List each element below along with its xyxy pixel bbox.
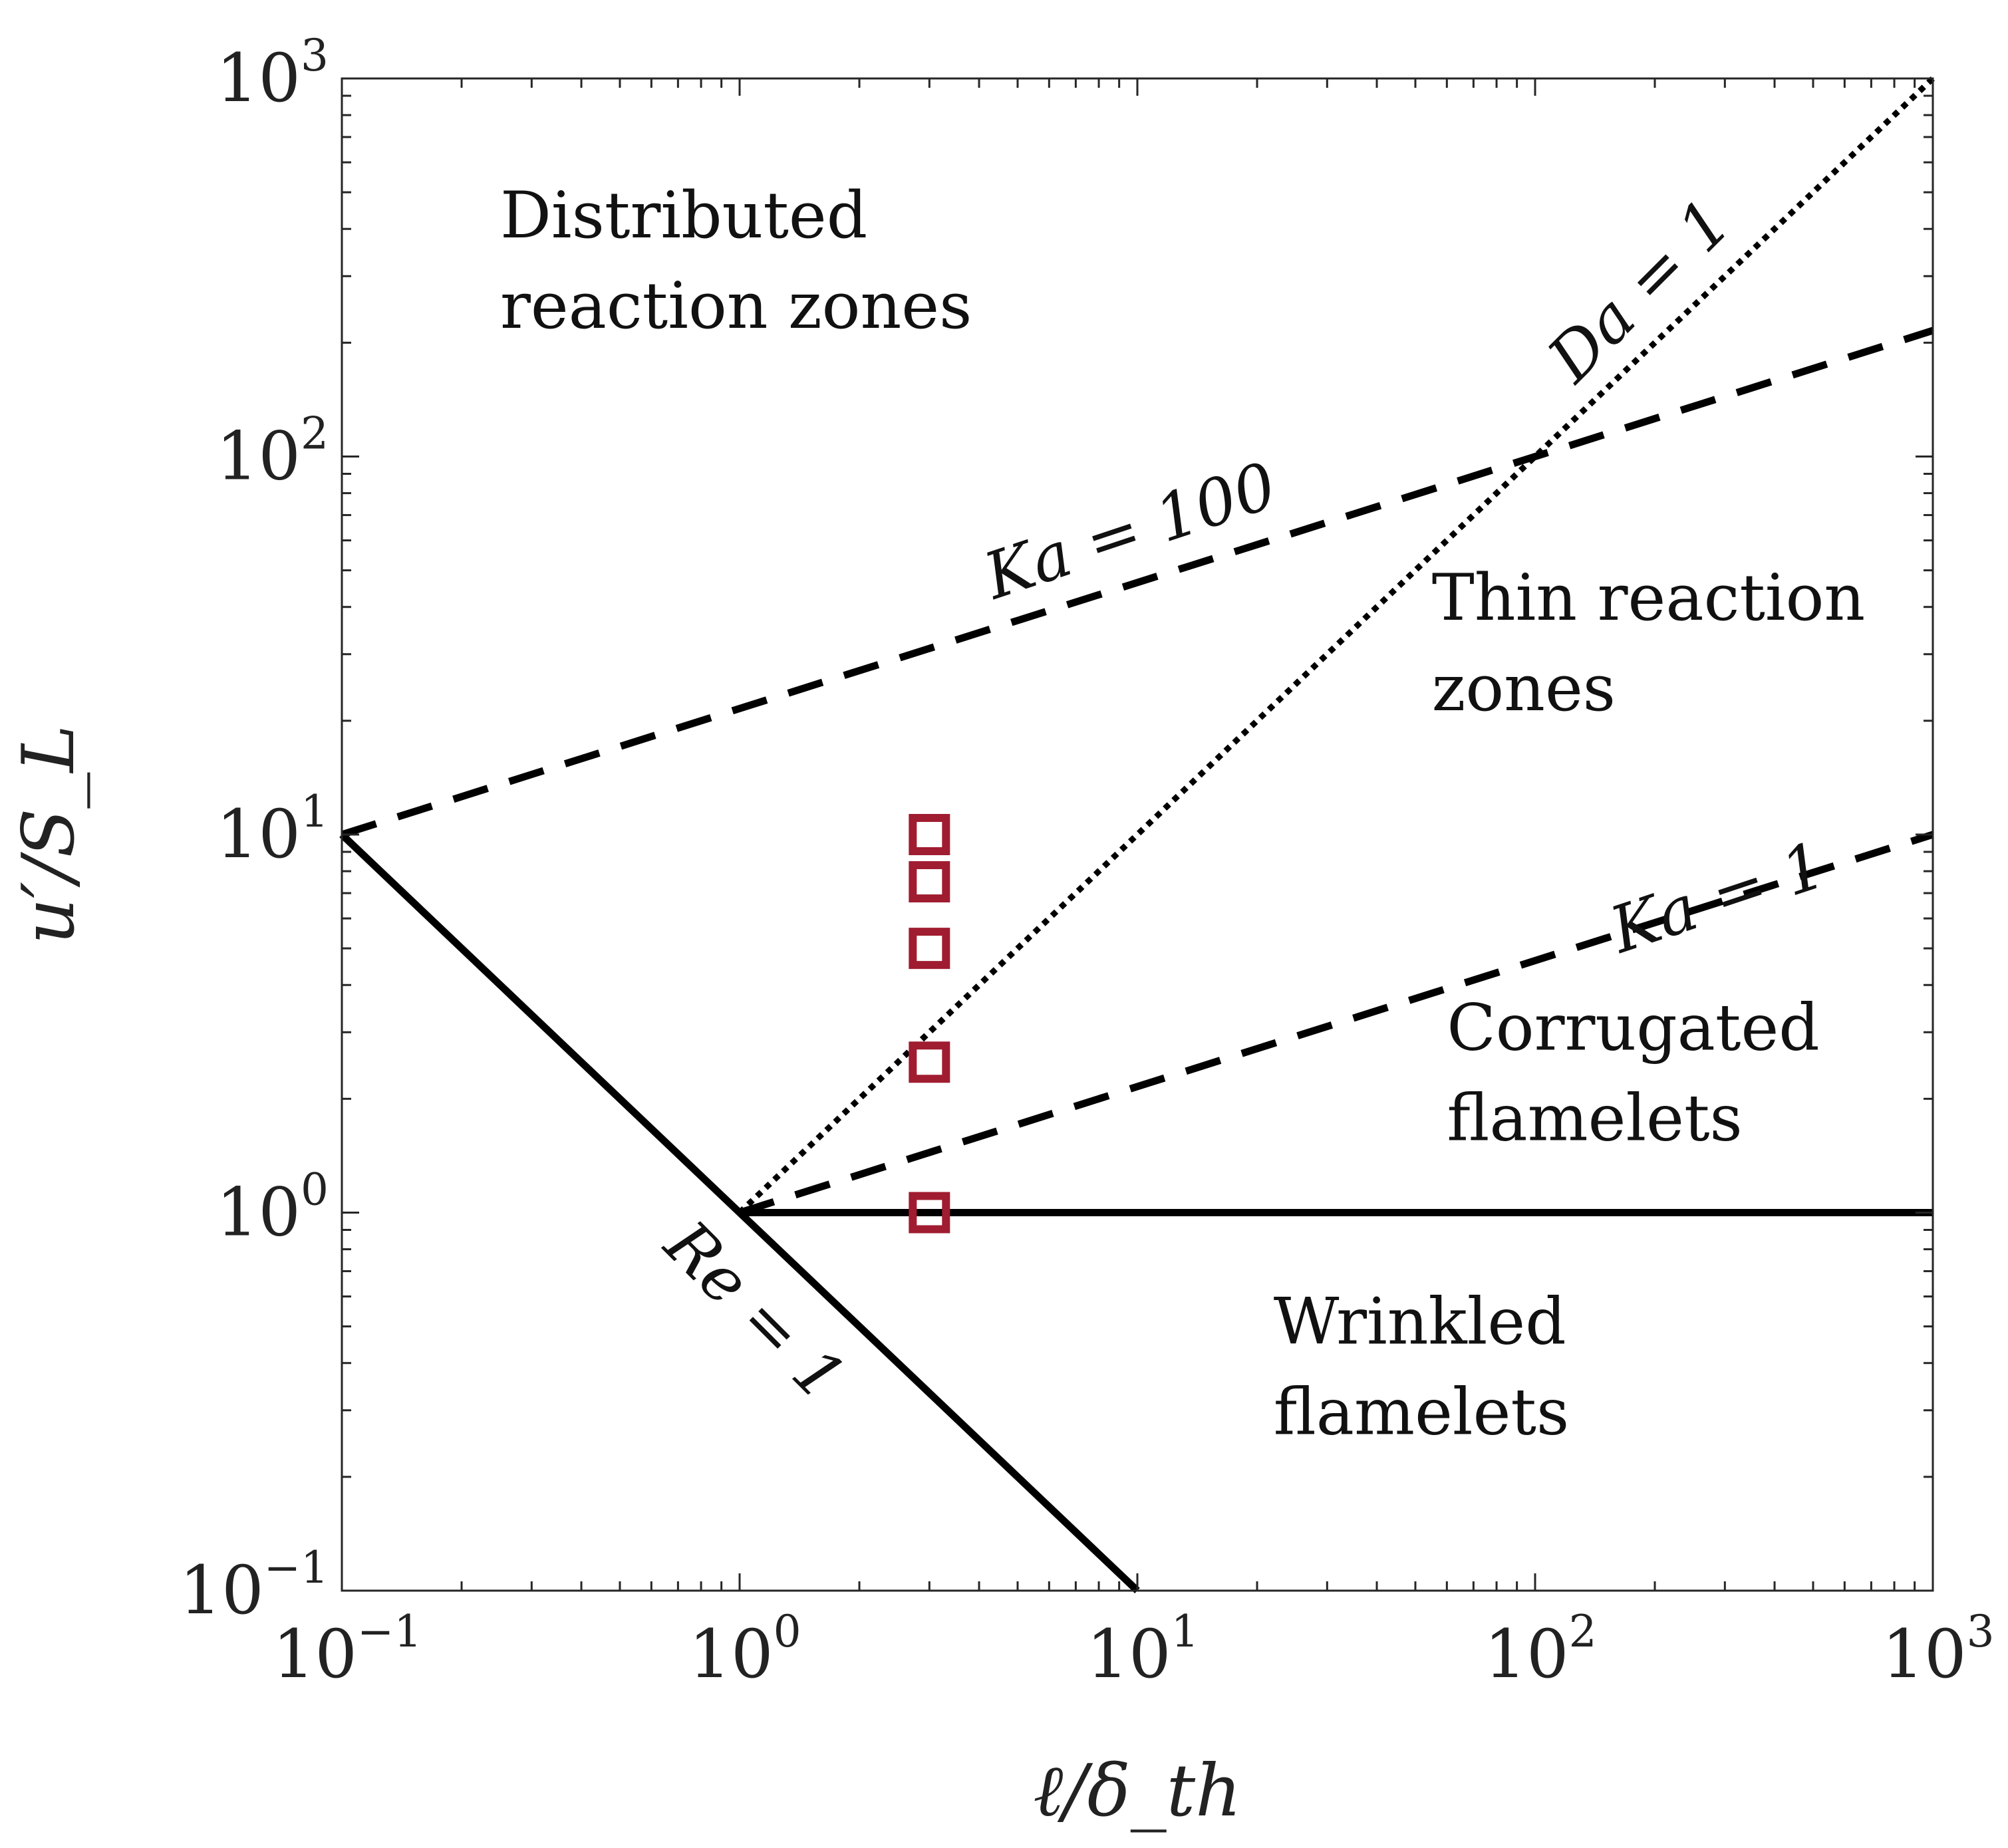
data-point-marker	[909, 814, 950, 855]
series-lines	[339, 76, 1936, 1593]
y-tick-label: 101	[216, 786, 329, 873]
line-label-ka-1: Ka = 1	[1600, 827, 1834, 968]
data-markers	[909, 814, 950, 1234]
y-tick-label: 100	[216, 1164, 329, 1252]
x-axis-label: ℓ/δ_th	[1033, 1750, 1241, 1833]
x-tick-label: 10−1	[273, 1606, 422, 1693]
y-tick-label: 10−1	[179, 1542, 329, 1629]
x-tick-label: 101	[1086, 1606, 1199, 1693]
line-label-da-1: Da = 1	[1533, 185, 1745, 397]
line-label-ka-100: Ka = 100	[974, 448, 1286, 614]
data-point-marker	[909, 928, 950, 970]
y-axis-label: u′/S_L	[7, 725, 90, 944]
y-tick-label: 103	[216, 30, 329, 117]
data-point-marker	[909, 1192, 950, 1234]
x-tick-label: 100	[688, 1606, 801, 1693]
x-tick-label: 102	[1484, 1606, 1596, 1693]
text-labels: 10−1 100 101 102 103 10−1 100 101 102 103 ℓ/δ_th u′…	[7, 30, 1995, 1833]
x-tick-label: 103	[1882, 1606, 1994, 1693]
y-tick-label: 102	[216, 408, 329, 495]
line-label-re-1: Re = 1	[650, 1206, 859, 1415]
series-line-ka-1	[738, 831, 1934, 1216]
region-label-distributed: Distributed reaction zones	[500, 178, 972, 343]
region-label-thin-reaction: Thin reaction zones	[1432, 561, 1866, 726]
axis-ticks	[341, 78, 1933, 1592]
data-point-marker	[909, 861, 950, 903]
region-label-wrinkled: Wrinkled flamelets	[1274, 1285, 1569, 1450]
data-point-marker	[909, 1041, 950, 1083]
series-line-ka-100	[341, 327, 1934, 839]
region-label-corrugated: Corrugated flamelets	[1447, 990, 1819, 1155]
